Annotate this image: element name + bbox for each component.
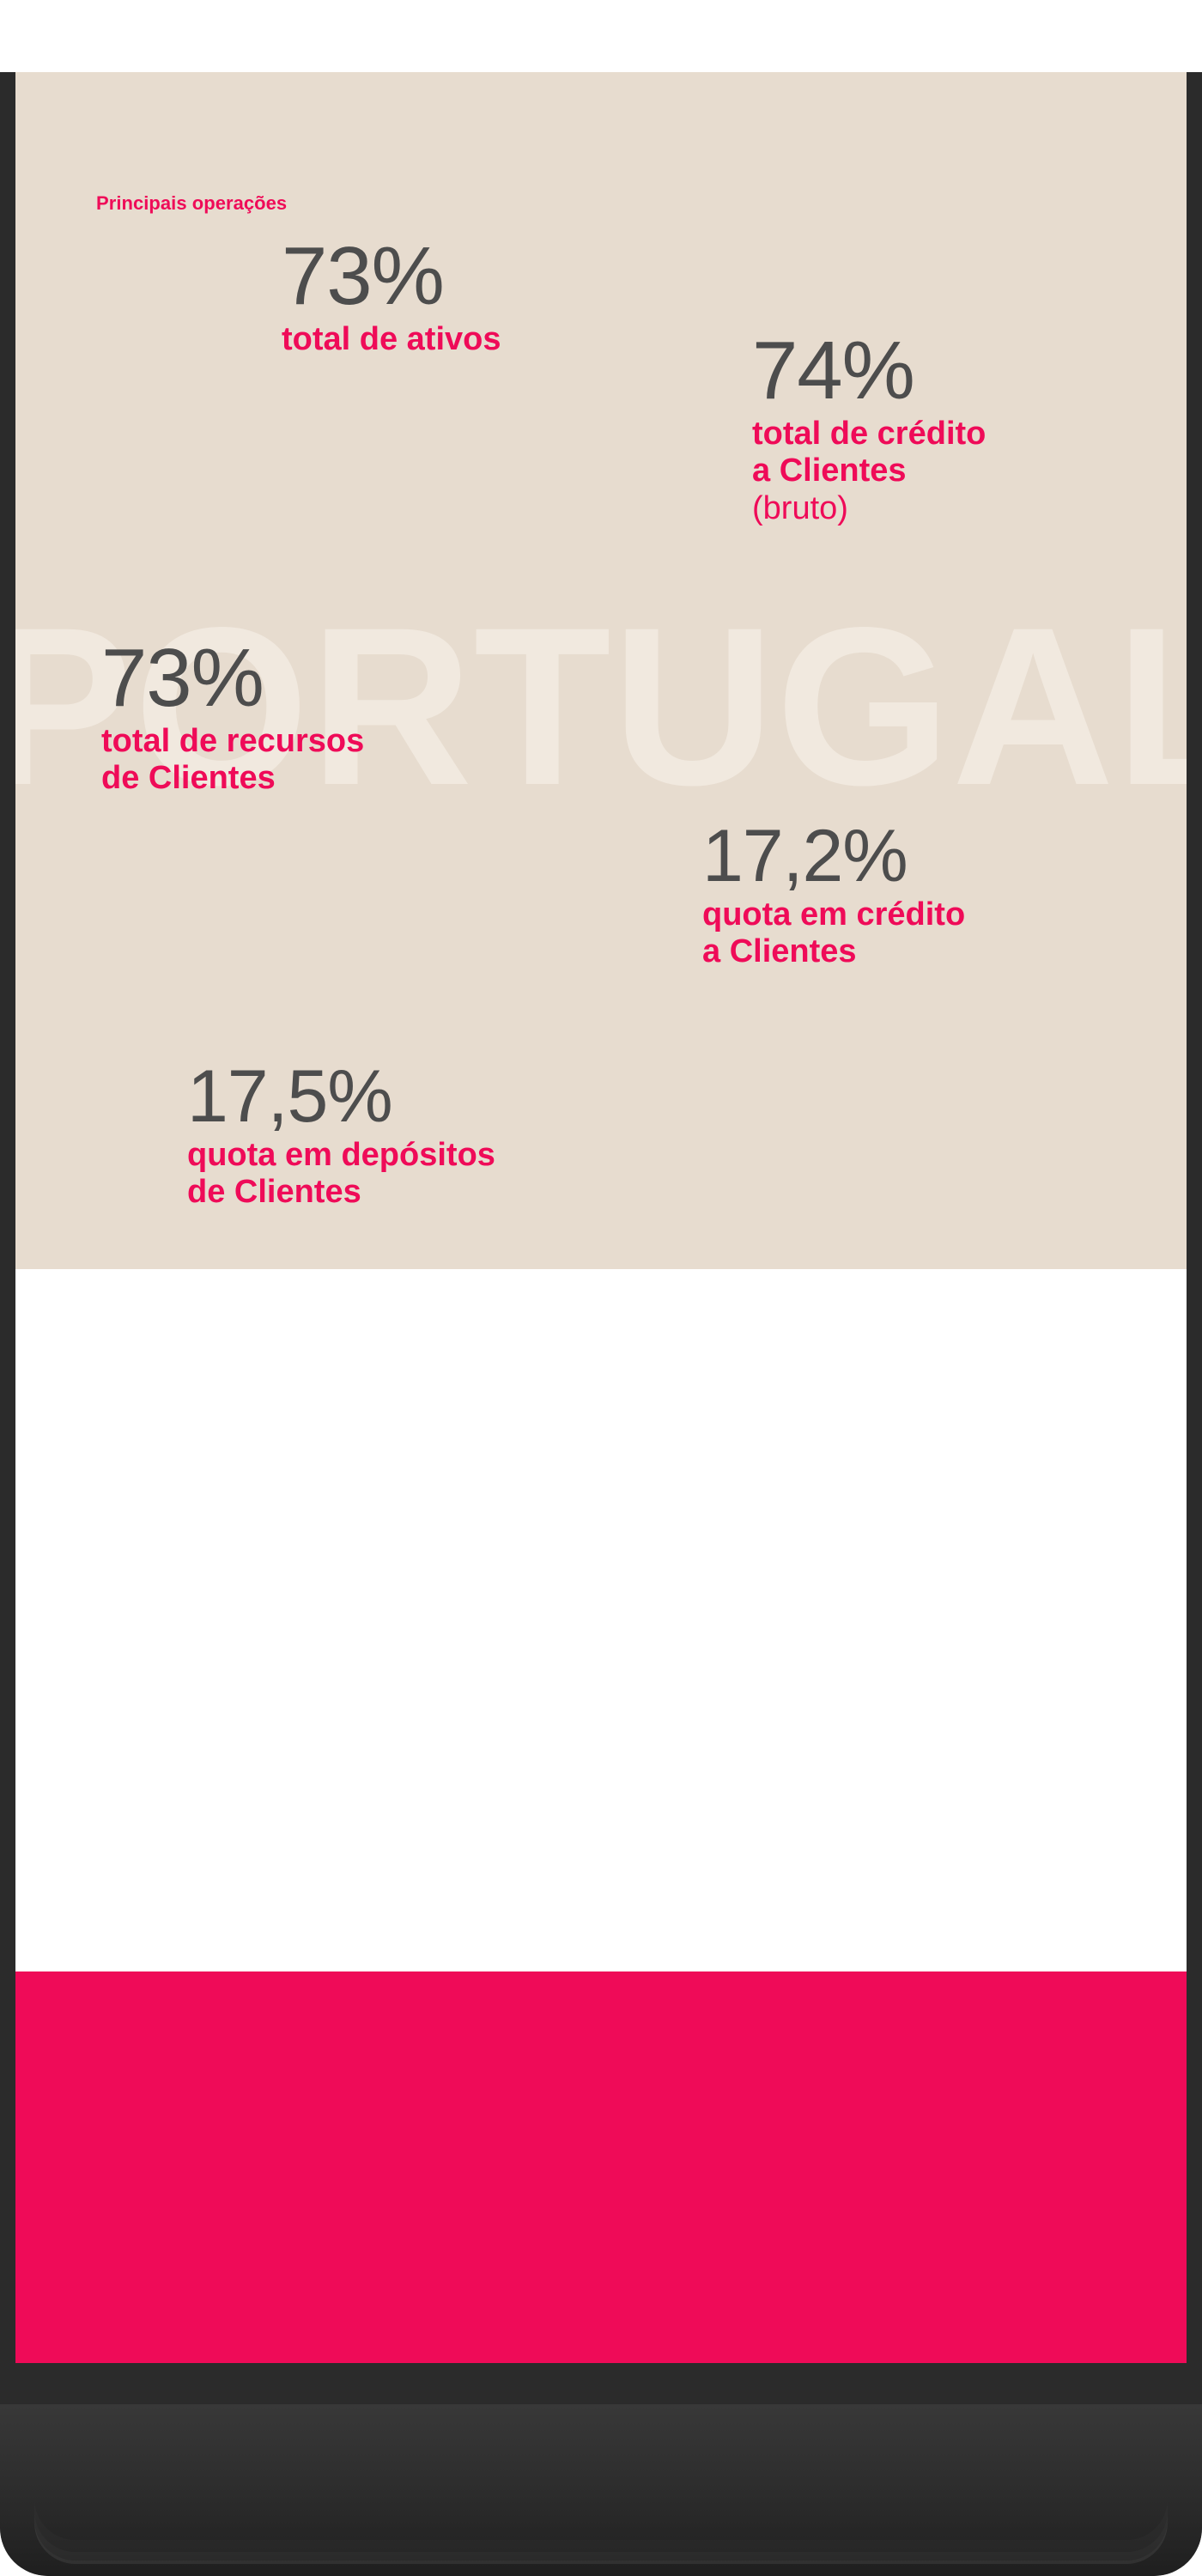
stat-sublabel: (bruto) (752, 489, 848, 526)
device-bezel-rings (34, 2461, 1168, 2564)
stat-label-line2: de Clientes (101, 760, 276, 797)
stat-value: 74% (752, 325, 915, 416)
section-africa: ÁFRICA 1,3M de Clientes 25,8% quota em c… (15, 1269, 1187, 1971)
stat-value: 17,2% (702, 815, 908, 897)
stat-value: 73% (101, 632, 264, 724)
stat-value: 73% (282, 230, 445, 322)
stat-total-de-credito-a-clientes: 74% total de crédito a Clientes (bruto) (752, 330, 986, 527)
stat-quota-em-credito-a-clientes-pt: 17,2% quota em crédito a Clientes (702, 819, 965, 971)
stat-label-line2: a Clientes (752, 453, 907, 489)
stat-label-line2: de Clientes (187, 1174, 361, 1211)
stat-value: 17,5% (187, 1055, 393, 1138)
stat-label-line1: quota em crédito (702, 896, 966, 933)
stat-label: total de ativos (282, 321, 501, 357)
section-polonia: POLÓNIA 4,5% quota em crédito a Clientes… (15, 1971, 1187, 2363)
section-portugal: PORTUGAL Principais operações 73% total … (15, 72, 1187, 1269)
screen: PORTUGAL Principais operações 73% total … (15, 72, 1187, 2363)
watermark-portugal: PORTUGAL (15, 580, 1187, 832)
page-title: Principais operações (96, 192, 288, 214)
stat-total-de-ativos: 73% total de ativos (282, 235, 501, 358)
device-bezel (0, 2404, 1202, 2576)
stat-label-line1: quota em depósitos (187, 1137, 495, 1173)
stat-total-de-recursos-de-clientes: 73% total de recursos de Clientes (101, 637, 364, 798)
device-frame: PORTUGAL Principais operações 73% total … (0, 72, 1202, 2576)
stat-label-line1: total de crédito (752, 416, 986, 452)
stat-quota-em-depositos-de-clientes-pt: 17,5% quota em depósitos de Clientes (187, 1060, 495, 1212)
stat-label-line1: total de recursos (101, 723, 365, 759)
stat-label-line2: a Clientes (702, 933, 857, 970)
